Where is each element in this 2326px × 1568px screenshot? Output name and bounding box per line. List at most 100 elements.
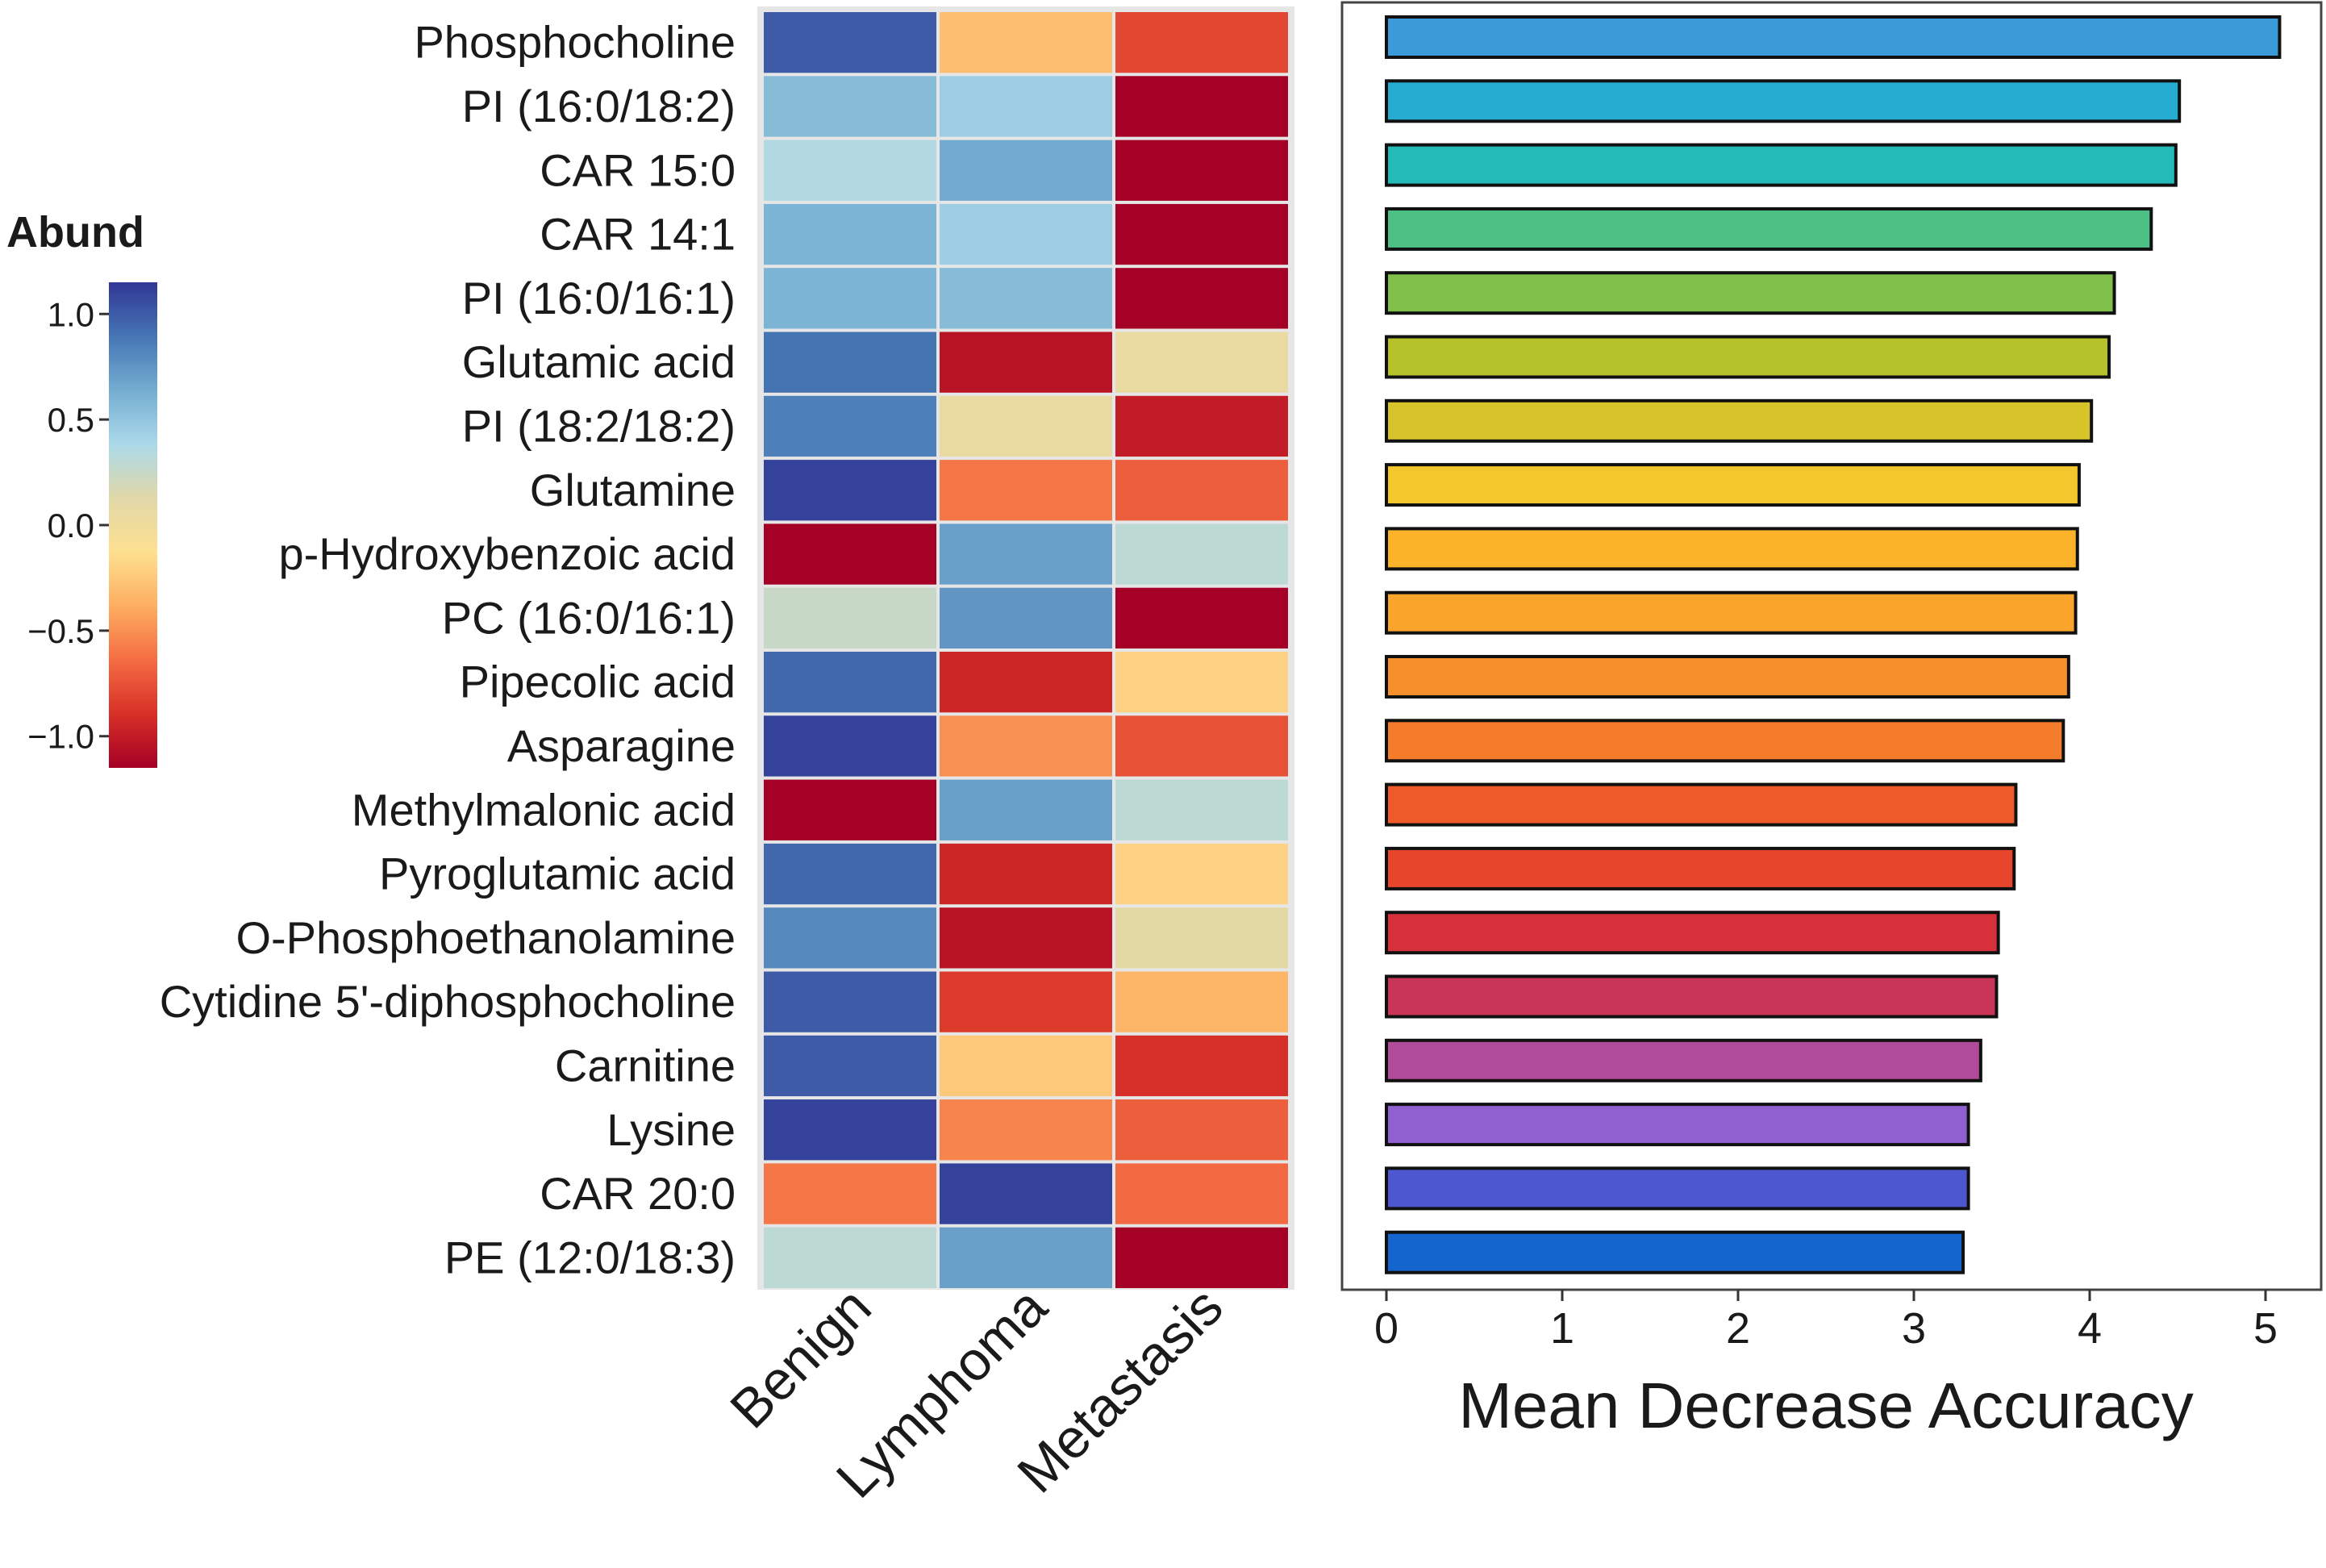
bar — [1385, 398, 2094, 443]
heatmap-cell — [940, 395, 1112, 457]
heatmap-cell — [940, 779, 1112, 840]
bar — [1385, 590, 2078, 635]
heatmap-row-label: PE (12:0/18:3) — [444, 1232, 736, 1282]
heatmap-cell — [940, 907, 1112, 969]
heatmap-cell — [764, 523, 936, 585]
heatmap-cell — [764, 907, 936, 969]
legend-ticks: 1.0 0.5 0.0 −0.5 −1.0 — [27, 295, 109, 756]
bar — [1385, 1103, 1970, 1147]
legend-tick-label: −1.0 — [27, 718, 94, 756]
heatmap-cell — [764, 12, 936, 73]
heatmap-cell — [1115, 12, 1288, 73]
bar-chart-panel: 0 1 2 3 4 5 Mean Decrease Accuracy — [1340, 1, 2323, 1441]
heatmap-cell — [764, 76, 936, 137]
heatmap-cell — [764, 203, 936, 265]
heatmap-row-label: Phosphocholine — [414, 17, 736, 68]
heatmap-cell — [1115, 715, 1288, 777]
bar-x-tick-label: 4 — [2078, 1304, 2102, 1353]
heatmap-cell — [764, 140, 936, 201]
heatmap-cell — [1115, 1227, 1288, 1288]
bar — [1385, 527, 2079, 571]
legend-tick-label: −0.5 — [27, 612, 94, 650]
heatmap-cell — [764, 971, 936, 1032]
bar — [1385, 974, 1999, 1019]
heatmap-cell — [764, 460, 936, 521]
heatmap-cell — [764, 395, 936, 457]
heatmap-cells — [764, 12, 1288, 1288]
heatmap-cell — [940, 523, 1112, 585]
bar — [1385, 719, 2065, 763]
heatmap-cell — [940, 1227, 1112, 1288]
bar — [1385, 15, 2282, 59]
heatmap-cell — [940, 1099, 1112, 1161]
legend-colorbar — [109, 282, 157, 768]
bar — [1385, 655, 2070, 699]
heatmap-cell — [1115, 203, 1288, 265]
heatmap-panel: Phosphocholine PI (16:0/18:2) CAR 15:0 CAR … — [160, 6, 1294, 1510]
bar — [1385, 1230, 1965, 1274]
heatmap-cell — [940, 715, 1112, 777]
legend-tick-label: 1.0 — [48, 295, 94, 333]
heatmap-cell — [1115, 1163, 1288, 1224]
heatmap-row-labels: Phosphocholine PI (16:0/18:2) CAR 15:0 CAR … — [160, 17, 736, 1283]
heatmap-row-label: CAR 15:0 — [540, 144, 736, 195]
heatmap-cell — [1115, 395, 1288, 457]
heatmap-cell — [940, 203, 1112, 265]
heatmap-row-label: Carnitine — [555, 1040, 736, 1091]
heatmap-cell — [1115, 332, 1288, 393]
heatmap-cell — [1115, 843, 1288, 905]
bar — [1385, 782, 2018, 827]
bar — [1385, 1166, 1970, 1211]
bar-chart-frame — [1340, 1, 2323, 1291]
legend-tick-label: 0.0 — [48, 507, 94, 544]
heatmap-row-label: Glutamic acid — [462, 336, 736, 387]
heatmap-cell — [940, 1163, 1112, 1224]
heatmap-row-label: Pipecolic acid — [460, 657, 736, 707]
heatmap-cell — [940, 12, 1112, 73]
heatmap-cell — [940, 971, 1112, 1032]
heatmap-row-label: O-Phosphoethanolamine — [236, 912, 736, 963]
heatmap-row-label: Methylmalonic acid — [352, 784, 736, 835]
heatmap-cell — [1115, 76, 1288, 137]
heatmap-cell — [764, 843, 936, 905]
heatmap-cell — [940, 652, 1112, 713]
heatmap-cell — [764, 332, 936, 393]
legend-title: Abund — [6, 208, 144, 256]
heatmap-cell — [1115, 460, 1288, 521]
heatmap-cell — [764, 1227, 936, 1288]
heatmap-cell — [764, 779, 936, 840]
heatmap-row-label: CAR 20:0 — [540, 1168, 736, 1219]
bar-marks — [1385, 15, 2282, 1274]
color-legend: Abund 1.0 0.5 0.0 −0.5 −1.0 — [6, 208, 157, 768]
heatmap-cell — [1115, 971, 1288, 1032]
heatmap-row-label: Cytidine 5'-diphosphocholine — [160, 976, 736, 1027]
heatmap-cell — [1115, 140, 1288, 201]
bar — [1385, 911, 2000, 955]
heatmap-cell — [940, 460, 1112, 521]
bar — [1385, 463, 2081, 507]
heatmap-cell — [940, 1035, 1112, 1097]
bar — [1385, 206, 2153, 251]
legend-tick-label: 0.5 — [48, 401, 94, 439]
bar-x-tick-label: 5 — [2253, 1304, 2278, 1353]
heatmap-row-label: p-Hydroxybenzoic acid — [279, 528, 736, 579]
heatmap-cell — [1115, 652, 1288, 713]
heatmap-cell — [764, 1099, 936, 1161]
heatmap-cell — [940, 843, 1112, 905]
bar-x-tick-label: 0 — [1374, 1304, 1399, 1353]
heatmap-cell — [940, 332, 1112, 393]
heatmap-row-label: CAR 14:1 — [540, 209, 736, 260]
heatmap-cell — [1115, 268, 1288, 329]
heatmap-row-label: Asparagine — [507, 720, 736, 771]
heatmap-cell — [764, 587, 936, 648]
heatmap-cell — [940, 140, 1112, 201]
bar-x-tick-label: 2 — [1726, 1304, 1750, 1353]
bar-x-axis: 0 1 2 3 4 5 — [1374, 1290, 2278, 1353]
heatmap-column-label: Benign — [719, 1276, 882, 1440]
bar — [1385, 335, 2111, 379]
heatmap-row-label: Lysine — [607, 1104, 736, 1155]
heatmap-row-label: PI (16:0/18:2) — [462, 81, 736, 131]
heatmap-cell — [940, 76, 1112, 137]
